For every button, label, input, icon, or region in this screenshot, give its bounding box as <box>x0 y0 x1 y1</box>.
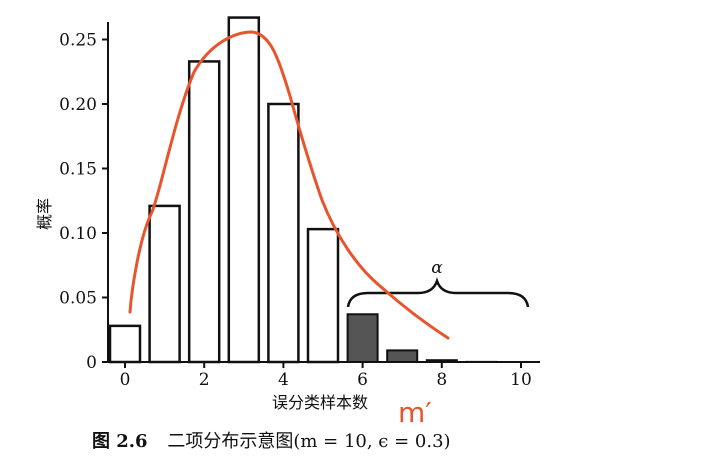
figure-caption: 图 2.6 二项分布示意图(m = 10, ϵ = 0.3) <box>92 431 451 452</box>
figure-title: 二项分布示意图(m = 10, ϵ = 0.3) <box>167 431 450 452</box>
y-tick-label: 0.20 <box>59 95 97 115</box>
x-tick-label: 4 <box>278 370 289 390</box>
bar-1 <box>148 204 181 364</box>
y-tick-label: 0.10 <box>59 224 97 244</box>
y-tick-label: 0.25 <box>59 31 97 51</box>
figure-number: 图 2.6 <box>92 431 148 452</box>
hand-drawn-curve <box>128 30 450 340</box>
y-ticks-group: 0 0.05 0.10 0.15 0.20 0.25 <box>59 31 108 373</box>
bars-group <box>108 16 498 364</box>
x-tick-label: 2 <box>199 370 210 390</box>
x-tick-label: 8 <box>436 370 447 390</box>
alpha-brace <box>346 277 530 308</box>
bar-3 <box>227 16 261 364</box>
alpha-label: α <box>431 258 443 278</box>
y-tick-label: 0.05 <box>59 289 97 309</box>
bar-4 <box>267 102 300 364</box>
y-tick-label: 0.15 <box>59 160 97 180</box>
bar-5 <box>306 227 340 364</box>
x-ticks-group: 0 2 4 6 8 10 <box>120 362 532 390</box>
handwritten-annotation: m′ <box>398 396 432 429</box>
bar-7 <box>386 349 419 364</box>
x-tick-label: 0 <box>120 370 131 390</box>
y-tick-label: 0 <box>86 353 97 373</box>
bar-0 <box>108 324 142 364</box>
bar-6 <box>346 313 379 363</box>
y-axis-title: 概率 <box>35 198 54 230</box>
axes-group <box>107 22 540 363</box>
bar-2 <box>187 60 221 364</box>
x-tick-label: 6 <box>357 370 368 390</box>
x-tick-label: 10 <box>510 370 532 390</box>
x-axis-title: 误分类样本数 <box>272 393 368 412</box>
